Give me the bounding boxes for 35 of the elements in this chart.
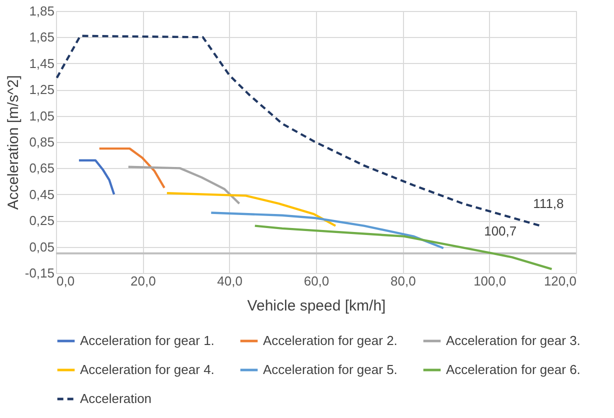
y-tick-label: 0,65 <box>29 160 54 176</box>
line-series <box>78 159 116 196</box>
line-series <box>254 224 553 270</box>
y-axis-title: Acceleration [m/s^2] <box>4 75 22 210</box>
x-tick-label: 20,0 <box>130 274 156 288</box>
line-series <box>98 147 166 189</box>
y-tick-label: 0,05 <box>29 239 54 254</box>
legend-label: Acceleration for gear 4. <box>80 362 214 377</box>
y-tick-label: 1,45 <box>29 56 54 71</box>
y-tick-label: 1,05 <box>29 108 54 124</box>
x-tick-label: 80,0 <box>390 274 416 288</box>
y-tick-label: 1,85 <box>29 4 54 18</box>
x-tick-label: 120,0 <box>544 274 576 288</box>
legend-label: Acceleration for gear 3. <box>446 333 580 348</box>
x-tick-label: 40,0 <box>217 274 242 288</box>
y-tick-label: 0,85 <box>29 134 54 150</box>
x-tick-label: 0,0 <box>56 274 75 288</box>
legend-label: Acceleration <box>80 391 152 406</box>
line-series <box>127 166 240 205</box>
legend-label: Acceleration for gear 2. <box>263 333 398 348</box>
y-tick-label: 1,65 <box>29 30 54 45</box>
annotation: 111,8 <box>533 196 564 211</box>
y-tick-label: 0,25 <box>29 213 54 228</box>
line-series <box>166 192 337 227</box>
x-tick-label: 100,0 <box>474 274 506 288</box>
y-tick-label: -0,15 <box>24 266 54 280</box>
annotation: 100,7 <box>484 223 517 238</box>
y-tick-label: 0,45 <box>29 186 54 202</box>
line-series <box>210 212 444 250</box>
legend-label: Acceleration for gear 5. <box>263 362 398 377</box>
x-axis-title: Vehicle speed [km/h] <box>247 298 386 314</box>
legend-label: Acceleration for gear 1. <box>80 333 214 348</box>
y-tick-label: 1,25 <box>29 82 54 98</box>
x-tick-label: 60,0 <box>304 274 330 288</box>
legend-label: Acceleration for gear 6. <box>446 362 580 377</box>
